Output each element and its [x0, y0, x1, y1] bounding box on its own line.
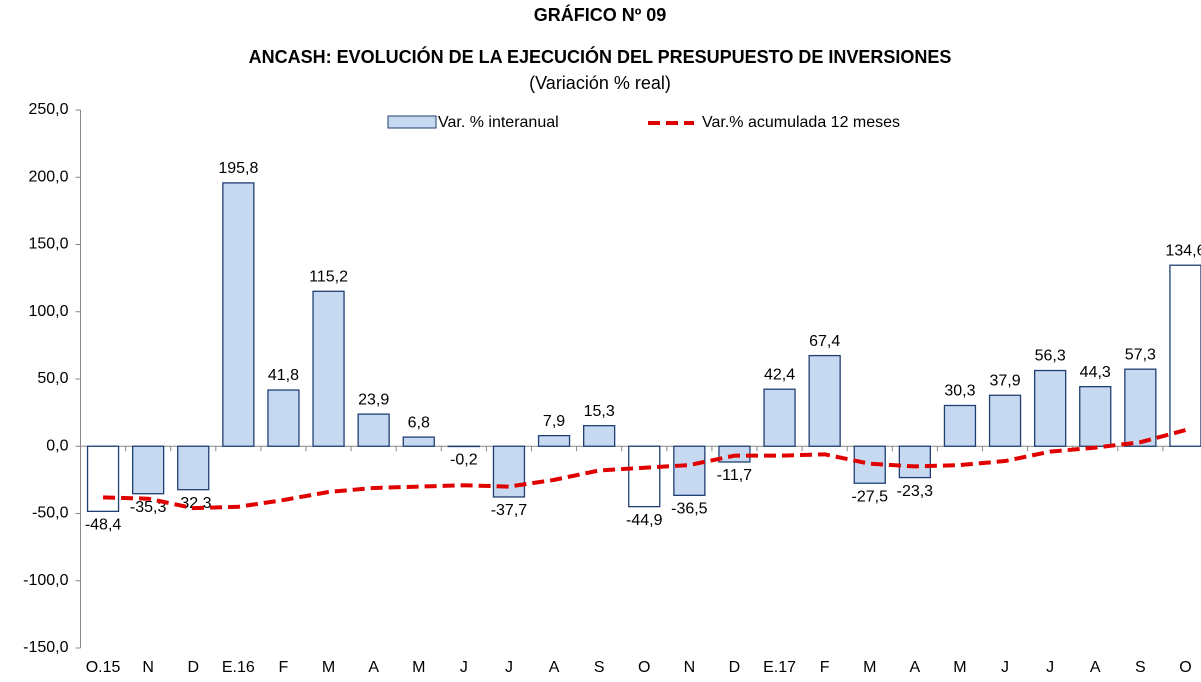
x-tick-label: F [820, 659, 830, 676]
x-tick-label: A [1090, 659, 1101, 676]
data-label: 67,4 [809, 333, 840, 350]
bar [402, 436, 435, 447]
data-label: -27,5 [852, 488, 889, 505]
x-tick-label: M [863, 659, 876, 676]
x-tick-label: A [910, 659, 921, 676]
y-tick-label: 200,0 [28, 168, 68, 185]
x-tick-label: M [953, 659, 966, 676]
x-tick-label: O.15 [86, 659, 121, 676]
bar [583, 425, 616, 447]
x-tick-label: S [1135, 659, 1146, 676]
data-label: 195,8 [218, 160, 258, 177]
legend-swatch [387, 115, 437, 129]
line [102, 428, 1186, 511]
y-tick-label: -150,0 [23, 639, 68, 656]
data-label: -36,5 [671, 501, 708, 518]
x-tick-label: A [368, 659, 379, 676]
bar [808, 354, 841, 447]
data-label: 42,4 [764, 366, 795, 383]
data-label: -0,2 [450, 452, 478, 469]
bar [357, 413, 390, 447]
data-label: -23,3 [897, 483, 934, 500]
x-tick-label: S [594, 659, 605, 676]
bar [1169, 264, 1201, 447]
bar [222, 182, 255, 447]
bar [898, 445, 931, 479]
data-label: 41,8 [268, 367, 299, 384]
x-tick-label: F [279, 659, 289, 676]
bar [267, 389, 300, 447]
bar [86, 445, 120, 512]
bar [1079, 386, 1112, 447]
x-tick-label: J [460, 659, 468, 676]
chart-subtitle: ANCASH: EVOLUCIÓN DE LA EJECUCIÓN DEL PR… [249, 46, 952, 67]
data-label: 7,9 [543, 413, 565, 430]
data-label: -37,7 [491, 502, 528, 519]
data-label: 56,3 [1035, 348, 1066, 365]
bar [943, 404, 977, 447]
y-tick-label: 150,0 [28, 236, 68, 253]
data-label: -44,9 [626, 512, 663, 529]
y-tick-label: -50,0 [32, 505, 69, 522]
x-tick-label: O [1179, 659, 1191, 676]
data-label: -48,4 [85, 517, 122, 534]
y-tick-label: 250,0 [28, 101, 68, 118]
bar [537, 434, 571, 447]
x-tick-label: M [412, 659, 425, 676]
x-tick-label: A [549, 659, 560, 676]
y-tick-label: 50,0 [37, 370, 68, 387]
x-tick-label: N [142, 659, 154, 676]
x-tick-label: E.17 [763, 659, 796, 676]
data-label: 30,3 [944, 383, 975, 400]
x-tick-label: J [505, 659, 513, 676]
bar [131, 445, 165, 495]
x-tick-label: J [1046, 659, 1054, 676]
x-tick-label: O [638, 659, 650, 676]
bar [988, 394, 1022, 447]
x-tick-label: E.16 [222, 659, 255, 676]
data-label: 134,6 [1165, 242, 1201, 259]
data-label: 44,3 [1080, 364, 1111, 381]
x-tick-label: J [1001, 659, 1009, 676]
x-tick-label: N [684, 659, 696, 676]
data-label: 15,3 [584, 403, 615, 420]
bar [763, 388, 796, 447]
y-tick-label: 0,0 [46, 437, 68, 454]
bar [1124, 368, 1157, 447]
legend-label: Var. % interanual [438, 114, 559, 131]
x-tick-label: M [322, 659, 335, 676]
data-label: 37,9 [989, 372, 1020, 389]
data-label: 57,3 [1125, 346, 1156, 363]
bar [673, 445, 706, 496]
data-label: 23,9 [358, 391, 389, 408]
y-tick-label: -100,0 [23, 572, 68, 589]
chart-title: GRÁFICO Nº 09 [534, 4, 667, 25]
data-label: 115,2 [309, 269, 348, 286]
bar [177, 445, 210, 491]
bar [312, 290, 345, 447]
bar [628, 445, 661, 508]
chart-note: (Variación % real) [529, 73, 671, 93]
data-label: -11,7 [717, 467, 752, 484]
data-label: -35,3 [130, 499, 167, 516]
x-tick-label: D [729, 659, 741, 676]
x-tick-label: D [187, 659, 199, 676]
bar [1034, 369, 1067, 447]
bar [492, 445, 526, 498]
data-label: 6,8 [408, 414, 430, 431]
legend-label: Var.% acumulada 12 meses [702, 114, 900, 131]
y-tick-label: 100,0 [28, 303, 68, 320]
